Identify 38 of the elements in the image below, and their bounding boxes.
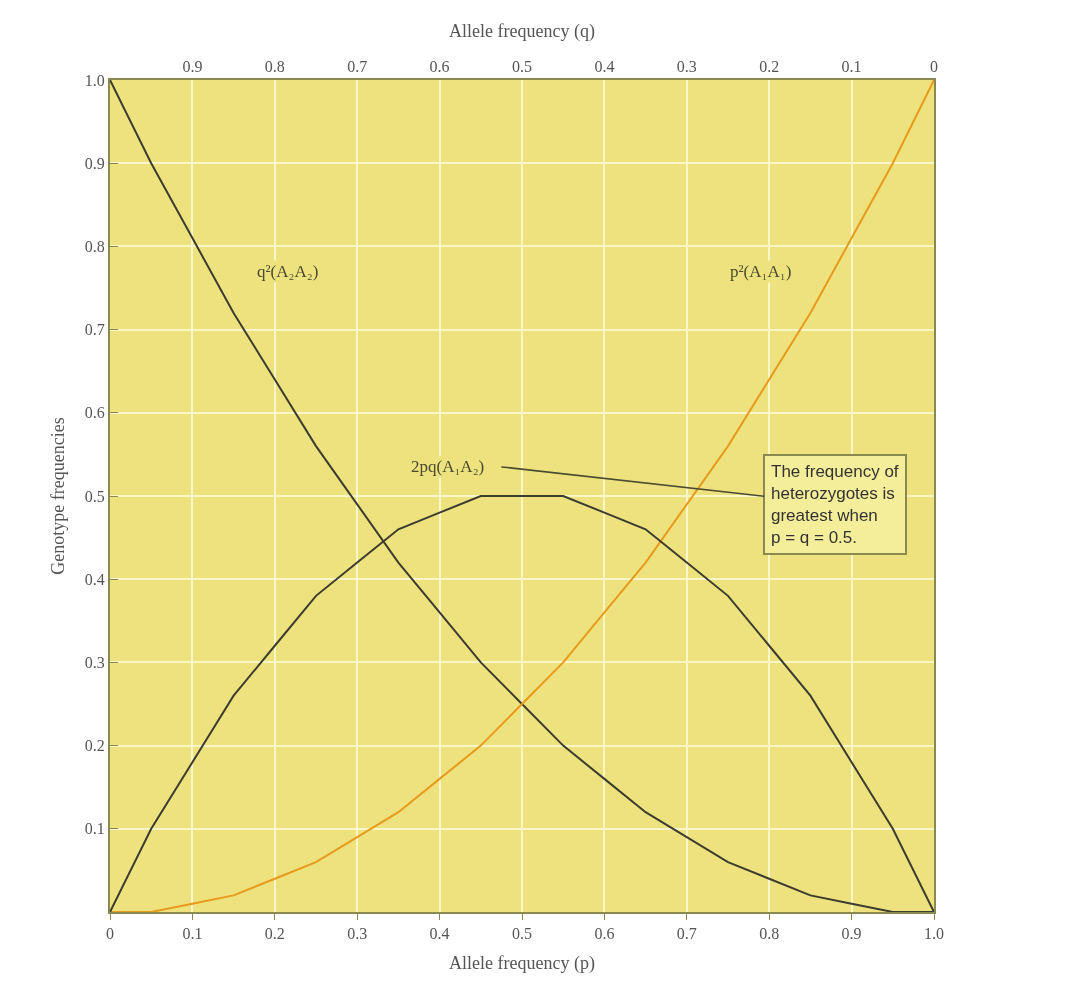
x2-tick-label: 0.9 [182,57,203,75]
x-tick-label: 0.4 [429,925,450,943]
x-tick-label: 0.2 [264,925,285,943]
x2-tick-label: 0 [930,57,938,75]
x2-axis-title: Allele frequency (q) [449,21,595,43]
x-tick-label: 0.1 [182,925,203,943]
y-tick-label: 0.4 [84,570,105,588]
x-tick-label: 1.0 [924,925,944,943]
x-axis-title: Allele frequency (p) [449,952,595,974]
y-tick-label: 0.8 [84,238,105,255]
x-tick-label: 0.8 [759,925,780,943]
series-label: p²(A₁A₁) [730,262,792,281]
x2-tick-label: 0.4 [594,57,615,75]
y-axis-title: Genotype frequencies [48,417,69,575]
x2-tick-label: 0.3 [676,57,697,75]
y-tick-label: 0.2 [84,737,105,755]
x-tick-label: 0 [106,925,114,943]
y-tick-label: 0.9 [84,154,105,172]
x-tick-label: 0.3 [347,925,368,943]
y-tick-label: 0.1 [84,820,105,838]
x2-tick-label: 0.8 [264,57,285,75]
x-tick-label: 0.7 [676,925,697,943]
x-tick-label: 0.6 [594,925,615,943]
y-tick-label: 0.3 [84,654,105,671]
text: q²(A₂A₂) [257,262,319,281]
x-tick-label: 0.5 [512,925,532,943]
y-tick-label: 0.5 [84,487,105,505]
y-tick-label: 1.0 [84,71,105,89]
x2-tick-label: 0.2 [759,57,780,75]
series-label: 2pq(A₁A₂) [411,457,485,476]
x2-tick-label: 0.6 [429,57,450,75]
x2-tick-label: 0.5 [512,57,532,75]
x2-tick-label: 0.7 [347,57,368,75]
y-tick-label: 0.6 [84,404,105,422]
annotation: The frequency of heterozygotes is greatest when p = q = 0.5. [771,462,899,548]
y-tick-label: 0.7 [84,321,105,339]
x-tick-label: 0.9 [841,925,862,943]
x2-tick-label: 0.1 [841,57,862,75]
